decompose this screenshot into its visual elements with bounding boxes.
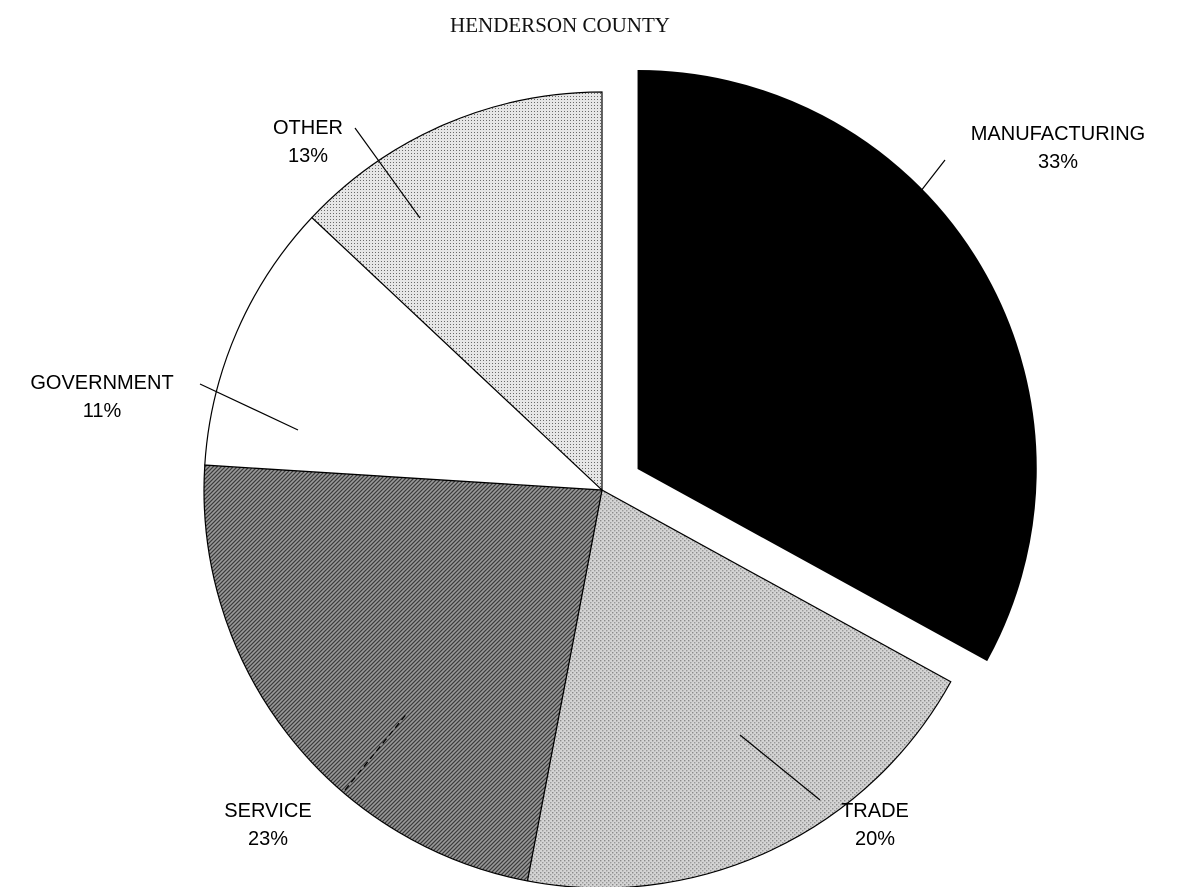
slice-value-label-trade: 20% xyxy=(855,828,895,850)
slice-government xyxy=(204,216,604,491)
slice-label-government: GOVERNMENT xyxy=(30,372,173,394)
leader-line-service xyxy=(344,711,409,791)
slice-label-trade: TRADE xyxy=(841,800,909,822)
leader-line-manufacturing xyxy=(909,159,946,206)
leader-lines xyxy=(199,127,946,801)
slice-value-label-service: 23% xyxy=(248,828,288,850)
slice-manufacturing xyxy=(637,70,1037,662)
slice-value-label-other: 13% xyxy=(288,145,328,167)
slice-value-label-government: 11% xyxy=(83,400,122,422)
slice-label-service: SERVICE xyxy=(224,800,311,822)
slice-service xyxy=(203,464,603,882)
slice-other xyxy=(311,91,603,492)
chart-title: HENDERSON COUNTY xyxy=(450,13,670,37)
leader-line-trade xyxy=(739,734,821,801)
slice-trade xyxy=(526,489,952,887)
slice-label-other: OTHER xyxy=(273,117,343,139)
pie-slices xyxy=(203,70,1037,887)
slice-label-manufacturing: MANUFACTURING xyxy=(971,123,1145,145)
leader-line-government xyxy=(199,383,299,431)
slice-value-label-manufacturing: 33% xyxy=(1038,151,1078,173)
leader-line-other xyxy=(354,127,421,219)
slice-labels: MANUFACTURING 33% TRADE 20% SERVICE 23% GOVERN… xyxy=(30,117,1145,850)
